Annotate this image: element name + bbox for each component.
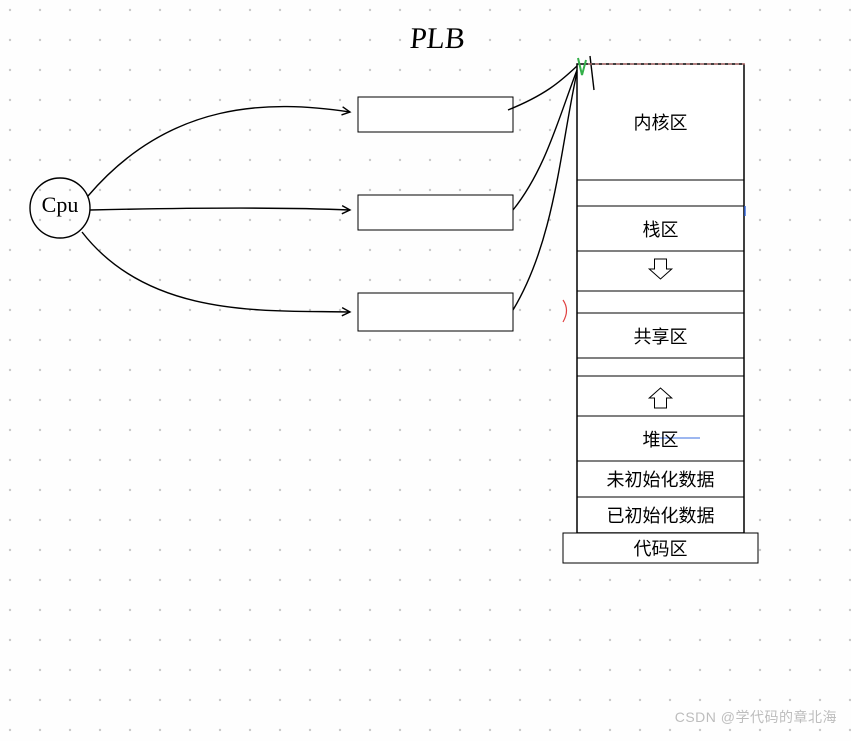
- edge-cpu-to-plb-1: [90, 208, 350, 210]
- edge-cpu-to-plb-0: [88, 107, 350, 196]
- memory-cell-label-9: 未初始化数据: [577, 461, 744, 497]
- plb-box-2: [358, 293, 513, 331]
- cpu-label: Cpu: [30, 192, 90, 218]
- edge-plb-to-memory-0: [508, 66, 577, 110]
- memory-cell-label-0: 内核区: [577, 64, 744, 180]
- memory-cell-label-5: 共享区: [577, 313, 744, 358]
- memory-cell-label-2: 栈区: [577, 206, 744, 251]
- annotation-mark-4: [563, 300, 567, 322]
- memory-cell-6: [577, 358, 744, 376]
- edge-cpu-to-plb-2: [82, 232, 350, 312]
- memory-cell-label-8: 堆区: [577, 416, 744, 461]
- memory-cell-4: [577, 291, 744, 313]
- plb-box-0: [358, 97, 513, 132]
- plb-title: PLB: [409, 22, 467, 56]
- memory-cell-7: [577, 376, 744, 416]
- heap-grow-up-icon: [649, 388, 672, 408]
- memory-cell-code-label: 代码区: [563, 533, 758, 563]
- memory-cell-label-10: 已初始化数据: [577, 497, 744, 533]
- memory-cell-3: [577, 251, 744, 291]
- edge-plb-to-memory-1: [513, 70, 577, 210]
- watermark-text: CSDN @学代码的章北海: [675, 707, 837, 727]
- memory-cell-1: [577, 180, 744, 206]
- stack-grow-down-icon: [649, 259, 672, 279]
- plb-box-1: [358, 195, 513, 230]
- edge-plb-to-memory-2: [513, 72, 577, 310]
